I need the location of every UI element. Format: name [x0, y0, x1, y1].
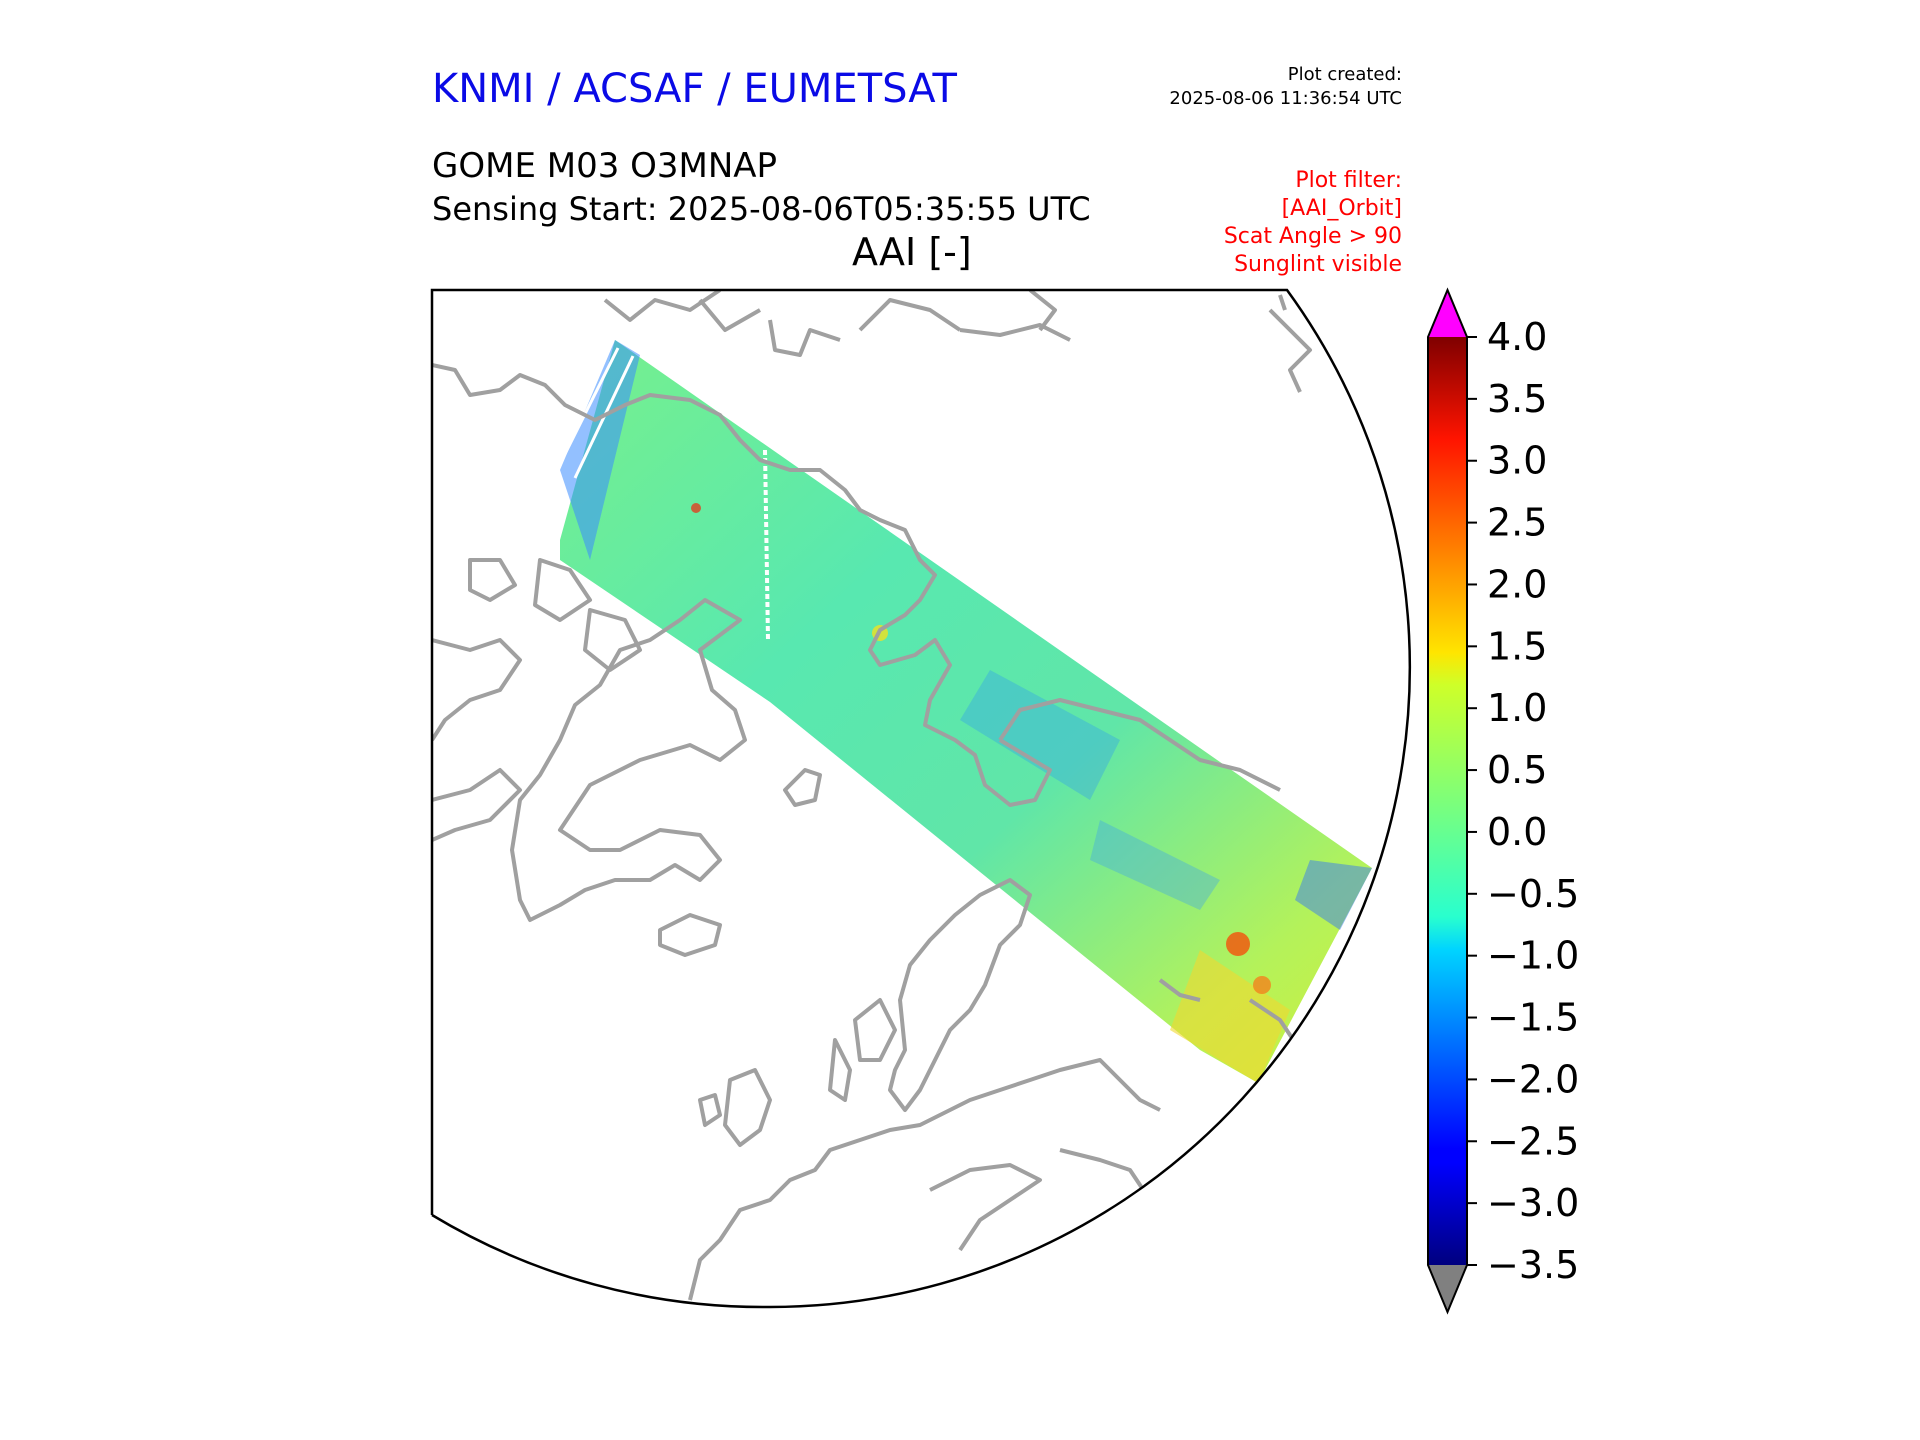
colorbar-tick-label: 3.5: [1487, 377, 1547, 421]
map-area: [432, 290, 1372, 1301]
coastline-british-isles: [698, 1068, 772, 1147]
organization-title: KNMI / ACSAF / EUMETSAT: [432, 66, 957, 112]
colorbar-tick-label: 1.0: [1487, 686, 1547, 730]
colorbar-tick-label: −3.0: [1487, 1181, 1579, 1225]
colorbar-tick-label: 3.0: [1487, 439, 1547, 483]
colorbar-gradient: [1428, 337, 1467, 1265]
colorbar: 4.0 3.5 3.0 2.5 2.0 1.5 1.0 0.5 0.0 −0.5 −1.0 −1.5 −…: [1427, 287, 1579, 1315]
colorbar-tick-label: 0.0: [1487, 810, 1547, 854]
swath-hotspot: [1226, 932, 1250, 956]
coastline-greenland: [510, 598, 747, 922]
sensing-start: Sensing Start: 2025-08-06T05:35:55 UTC: [432, 190, 1091, 228]
coastline-svalbard: [783, 768, 822, 807]
colorbar-tick-label: 1.5: [1487, 624, 1547, 668]
colorbar-extend-max: [1428, 290, 1467, 337]
colorbar-tick-label: −3.5: [1487, 1243, 1579, 1287]
coastline-iceland: [658, 913, 722, 957]
plot-filter-line: Sunglint visible: [1234, 252, 1402, 277]
coastline-alaska: [1268, 294, 1312, 393]
product-title: GOME M03 O3MNAP: [432, 146, 778, 186]
colorbar-extend-min: [1428, 1265, 1467, 1312]
plot-filter-line: [AAI_Orbit]: [1281, 196, 1402, 221]
swath-noise-patch: [560, 340, 640, 560]
colorbar-tick-label: −1.0: [1487, 934, 1579, 978]
colorbar-tick-label: −1.5: [1487, 996, 1579, 1040]
plot-created-label: Plot created:: [1287, 64, 1402, 85]
colorbar-tick-label: −0.5: [1487, 872, 1579, 916]
plot-filter-line: Plot filter:: [1295, 168, 1402, 193]
swath-noise-patch: [1170, 950, 1290, 1083]
swath-hotspot: [691, 503, 701, 513]
swath-hotspot: [1253, 976, 1271, 994]
swath-noise-patch: [960, 670, 1120, 800]
colorbar-tick-label: 2.5: [1487, 501, 1547, 545]
plot-created-value: 2025-08-06 11:36:54 UTC: [1169, 88, 1402, 109]
colorbar-tick-label: 2.0: [1487, 562, 1547, 606]
colorbar-tick-label: 4.0: [1487, 315, 1547, 359]
aai-swath: [560, 340, 1372, 1083]
colorbar-tick-label: −2.5: [1487, 1119, 1579, 1163]
colorbar-tick-label: 0.5: [1487, 748, 1547, 792]
variable-title: AAI [-]: [852, 230, 972, 274]
coastline-europe: [688, 1058, 1161, 1301]
colorbar-tick-label: −2.0: [1487, 1057, 1579, 1101]
map-boundary: [430, 288, 1412, 1309]
coastline-russia-arctic: [432, 290, 1071, 807]
coastline-scandinavia: [828, 878, 1032, 1112]
coastline-canadian-archipelago: [432, 558, 642, 842]
coastlines: [432, 290, 1312, 1301]
swath-noise-patch: [1295, 860, 1372, 930]
swath-gap: [561, 347, 620, 459]
swath-noise-patch: [1090, 820, 1220, 910]
plot-filter-line: Scat Angle > 90: [1223, 224, 1402, 249]
